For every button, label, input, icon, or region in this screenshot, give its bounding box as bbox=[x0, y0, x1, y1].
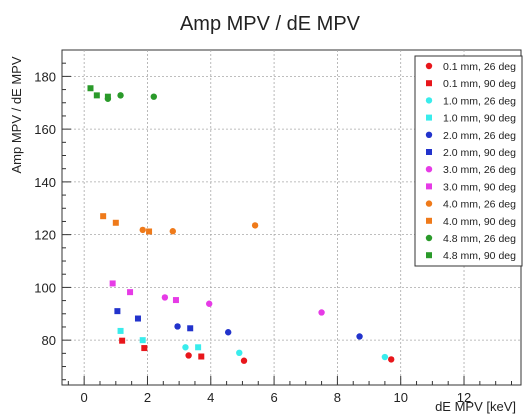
legend-marker-square bbox=[426, 217, 432, 224]
y-tick-label: 140 bbox=[34, 175, 56, 190]
data-point-circle bbox=[161, 294, 169, 301]
data-point-square bbox=[134, 315, 141, 322]
legend-box bbox=[414, 55, 523, 267]
legend: 0.1 mm, 26 deg 0.1 mm, 90 deg 1.0 mm, 26 d… bbox=[414, 55, 523, 267]
data-point-square bbox=[104, 93, 111, 100]
data-point-circle bbox=[182, 344, 189, 351]
data-point-square bbox=[127, 289, 134, 296]
legend-marker-circle bbox=[425, 97, 433, 104]
legend-marker-square bbox=[426, 252, 432, 259]
legend-label: 4.0 mm, 90 deg bbox=[443, 216, 516, 228]
data-point-square bbox=[117, 327, 124, 334]
data-point-square bbox=[100, 213, 107, 220]
legend-label: 0.1 mm, 90 deg bbox=[443, 78, 516, 90]
data-point-square bbox=[87, 85, 94, 92]
data-point-circle bbox=[240, 357, 248, 364]
data-point-circle bbox=[185, 352, 192, 359]
data-point-circle bbox=[205, 300, 213, 307]
data-point-circle bbox=[318, 309, 325, 316]
data-point-square bbox=[195, 344, 202, 351]
data-point-square bbox=[141, 345, 148, 352]
y-tick-label: 80 bbox=[42, 333, 56, 348]
y-axis-tick-labels: 80 100 120 140 160 180 bbox=[34, 69, 56, 348]
legend-label: 0.1 mm, 26 deg bbox=[443, 61, 516, 73]
legend-marker-square bbox=[426, 149, 432, 155]
chart-title: Amp MPV / dE MPV bbox=[180, 13, 361, 35]
data-points bbox=[87, 85, 395, 364]
legend-marker-square bbox=[426, 114, 432, 121]
y-tick-label: 160 bbox=[34, 122, 56, 137]
data-point-circle bbox=[356, 333, 363, 340]
grid-lines bbox=[62, 50, 521, 385]
x-tick-label: 10 bbox=[393, 390, 407, 405]
data-point-circle bbox=[174, 323, 181, 330]
y-tick-label: 180 bbox=[34, 69, 56, 84]
x-tick-label: 8 bbox=[334, 390, 341, 405]
legend-label: 4.0 mm, 26 deg bbox=[443, 199, 516, 211]
y-tick-label: 120 bbox=[34, 228, 56, 243]
y-axis-label: Amp MPV / dE MPV bbox=[9, 56, 24, 173]
data-point-square bbox=[93, 92, 100, 99]
data-point-circle bbox=[117, 92, 124, 99]
data-point-square bbox=[146, 228, 153, 235]
legend-marker-circle bbox=[425, 166, 433, 173]
data-point-circle bbox=[139, 226, 146, 234]
data-point-square bbox=[139, 337, 146, 344]
legend-label: 1.0 mm, 90 deg bbox=[443, 113, 516, 125]
data-point-circle bbox=[224, 329, 232, 336]
data-point-square bbox=[114, 308, 121, 315]
legend-marker-circle bbox=[425, 131, 433, 138]
data-point-circle bbox=[236, 349, 243, 357]
legend-label: 1.0 mm, 26 deg bbox=[443, 95, 516, 107]
data-point-circle bbox=[150, 93, 157, 100]
x-axis-tick-labels: 0 2 4 6 8 10 12 bbox=[81, 390, 472, 405]
legend-marker-circle bbox=[425, 234, 433, 242]
y-tick-label: 100 bbox=[34, 280, 56, 295]
data-point-square bbox=[112, 219, 119, 226]
x-axis-label: dE MPV [keV] bbox=[435, 399, 516, 414]
data-point-square bbox=[187, 325, 194, 332]
data-point-square bbox=[109, 280, 116, 287]
data-point-circle bbox=[388, 356, 395, 363]
data-point-square bbox=[119, 337, 126, 344]
legend-marker-circle bbox=[425, 200, 433, 207]
axis-ticks bbox=[62, 49, 513, 385]
data-point-circle bbox=[381, 353, 389, 361]
legend-marker-square bbox=[426, 183, 432, 190]
legend-label: 4.8 mm, 90 deg bbox=[443, 250, 516, 262]
legend-label: 2.0 mm, 26 deg bbox=[443, 130, 516, 142]
legend-label: 2.0 mm, 90 deg bbox=[443, 147, 516, 159]
x-tick-label: 2 bbox=[144, 390, 151, 405]
x-tick-label: 0 bbox=[81, 390, 88, 405]
data-point-circle bbox=[251, 222, 259, 229]
data-point-circle bbox=[169, 228, 176, 235]
data-point-square bbox=[172, 297, 179, 304]
legend-label: 4.8 mm, 26 deg bbox=[443, 233, 516, 245]
legend-marker-circle bbox=[425, 62, 433, 70]
data-point-square bbox=[198, 353, 205, 360]
legend-entries: 0.1 mm, 26 deg 0.1 mm, 90 deg 1.0 mm, 26 d… bbox=[425, 61, 516, 262]
x-tick-label: 6 bbox=[270, 390, 277, 405]
legend-label: 3.0 mm, 26 deg bbox=[443, 164, 516, 176]
legend-marker-square bbox=[426, 80, 432, 87]
x-tick-label: 4 bbox=[207, 390, 214, 405]
x-tick-label: 12 bbox=[457, 390, 471, 405]
legend-label: 3.0 mm, 90 deg bbox=[443, 181, 516, 193]
